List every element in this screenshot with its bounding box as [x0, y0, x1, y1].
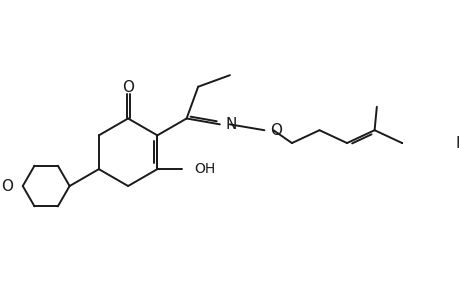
- Text: O: O: [122, 80, 134, 95]
- Text: O: O: [1, 178, 13, 194]
- Text: O: O: [269, 123, 281, 138]
- Text: N: N: [225, 117, 236, 132]
- Text: OH: OH: [194, 162, 216, 176]
- Text: F: F: [454, 136, 459, 151]
